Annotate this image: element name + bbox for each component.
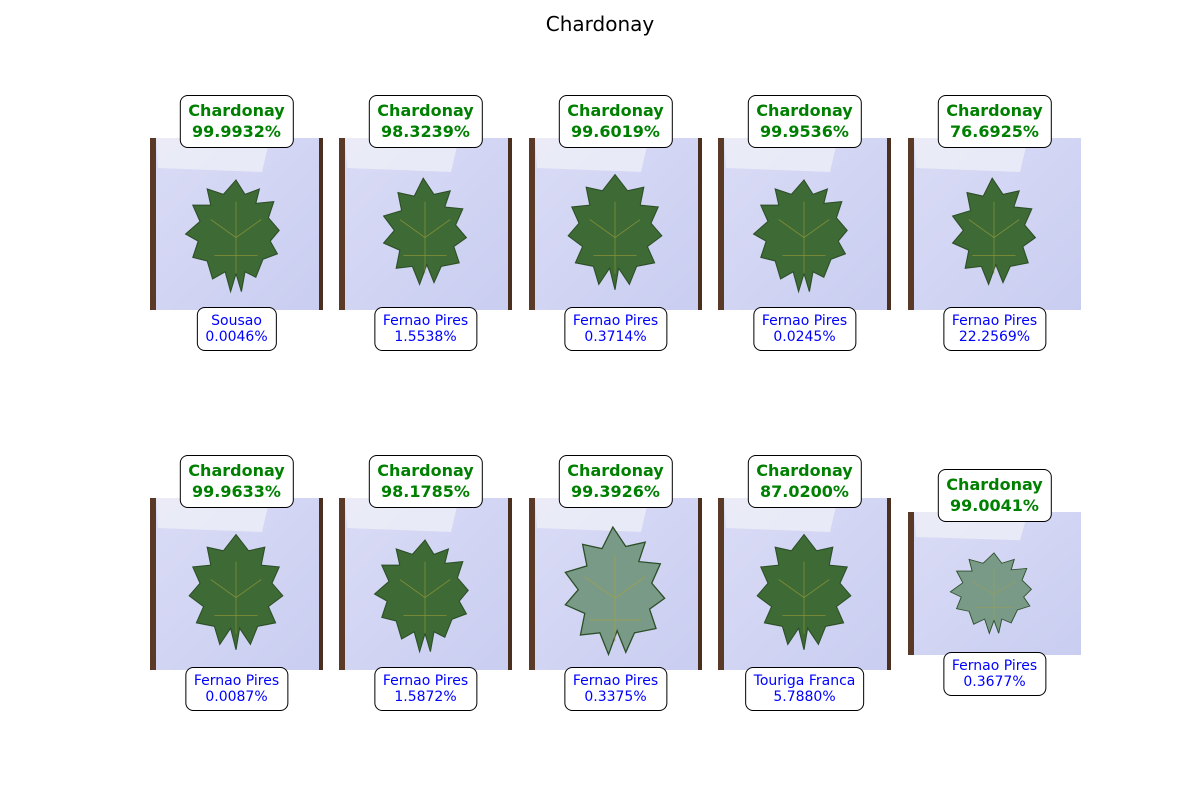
runner-up-class-confidence: 0.3375%: [584, 689, 647, 705]
predicted-class-label: Chardonay 87.0200%: [747, 455, 862, 508]
runner-up-class-confidence: 0.3677%: [963, 674, 1026, 690]
predicted-class-confidence: 76.6925%: [950, 122, 1039, 141]
runner-up-class-label: Fernao Pires 0.3677%: [942, 652, 1047, 696]
runner-up-class-confidence: 0.0046%: [205, 329, 268, 345]
runner-up-class-label: Touriga Franca 5.7880%: [744, 667, 865, 711]
leaf-photo: [718, 498, 891, 670]
runner-up-class-label: Fernao Pires 1.5872%: [373, 667, 478, 711]
leaf-photo: [150, 498, 323, 670]
predicted-class-label: Chardonay 99.3926%: [558, 455, 673, 508]
runner-up-class-name: Sousao: [211, 313, 262, 329]
predicted-class-confidence: 99.9536%: [760, 122, 849, 141]
predicted-class-label: Chardonay 99.0041%: [937, 469, 1052, 522]
runner-up-class-confidence: 0.3714%: [584, 329, 647, 345]
runner-up-class-label: Sousao 0.0046%: [196, 307, 277, 351]
leaf-photo: [339, 498, 512, 670]
predicted-class-name: Chardonay: [567, 461, 664, 480]
runner-up-class-confidence: 0.0245%: [773, 329, 836, 345]
runner-up-class-label: Fernao Pires 22.2569%: [942, 307, 1047, 351]
predicted-class-label: Chardonay 99.9633%: [179, 455, 294, 508]
predicted-class-name: Chardonay: [567, 101, 664, 120]
leaf-photo: [529, 138, 702, 310]
predicted-class-confidence: 99.3926%: [571, 482, 660, 501]
runner-up-class-confidence: 1.5872%: [394, 689, 457, 705]
runner-up-class-label: Fernao Pires 0.3375%: [563, 667, 668, 711]
predicted-class-name: Chardonay: [377, 101, 474, 120]
predicted-class-label: Chardonay 76.6925%: [937, 95, 1052, 148]
predicted-class-label: Chardonay 98.1785%: [368, 455, 483, 508]
runner-up-class-confidence: 22.2569%: [958, 329, 1031, 345]
runner-up-class-confidence: 5.7880%: [773, 689, 836, 705]
runner-up-class-confidence: 1.5538%: [394, 329, 457, 345]
predicted-class-name: Chardonay: [188, 101, 285, 120]
predicted-class-confidence: 87.0200%: [760, 482, 849, 501]
runner-up-class-label: Fernao Pires 1.5538%: [373, 307, 478, 351]
leaf-photo: [718, 138, 891, 310]
predicted-class-confidence: 98.1785%: [381, 482, 470, 501]
predicted-class-label: Chardonay 99.6019%: [558, 95, 673, 148]
runner-up-class-name: Fernao Pires: [951, 658, 1038, 674]
predicted-class-confidence: 99.6019%: [571, 122, 660, 141]
runner-up-class-name: Fernao Pires: [193, 673, 280, 689]
predicted-class-confidence: 99.9932%: [192, 122, 281, 141]
predicted-class-name: Chardonay: [946, 101, 1043, 120]
leaf-photo: [908, 512, 1081, 655]
runner-up-class-confidence: 0.0087%: [205, 689, 268, 705]
runner-up-class-label: Fernao Pires 0.0245%: [752, 307, 857, 351]
runner-up-class-name: Fernao Pires: [382, 313, 469, 329]
predicted-class-confidence: 99.9633%: [192, 482, 281, 501]
leaf-photo: [339, 138, 512, 310]
runner-up-class-name: Fernao Pires: [382, 673, 469, 689]
predicted-class-confidence: 99.0041%: [950, 496, 1039, 515]
runner-up-class-name: Fernao Pires: [572, 313, 659, 329]
leaf-photo: [529, 498, 702, 670]
predicted-class-label: Chardonay 99.9932%: [179, 95, 294, 148]
runner-up-class-name: Touriga Franca: [753, 673, 856, 689]
predicted-class-label: Chardonay 99.9536%: [747, 95, 862, 148]
predicted-class-label: Chardonay 98.3239%: [368, 95, 483, 148]
runner-up-class-name: Fernao Pires: [951, 313, 1038, 329]
predicted-class-confidence: 98.3239%: [381, 122, 470, 141]
predicted-class-name: Chardonay: [946, 475, 1043, 494]
runner-up-class-name: Fernao Pires: [761, 313, 848, 329]
page-title: Chardonay: [545, 12, 655, 36]
leaf-photo: [150, 138, 323, 310]
runner-up-class-label: Fernao Pires 0.3714%: [563, 307, 668, 351]
predicted-class-name: Chardonay: [188, 461, 285, 480]
runner-up-class-name: Fernao Pires: [572, 673, 659, 689]
predicted-class-name: Chardonay: [377, 461, 474, 480]
runner-up-class-label: Fernao Pires 0.0087%: [184, 667, 289, 711]
leaf-photo: [908, 138, 1081, 310]
predicted-class-name: Chardonay: [756, 101, 853, 120]
predicted-class-name: Chardonay: [756, 461, 853, 480]
